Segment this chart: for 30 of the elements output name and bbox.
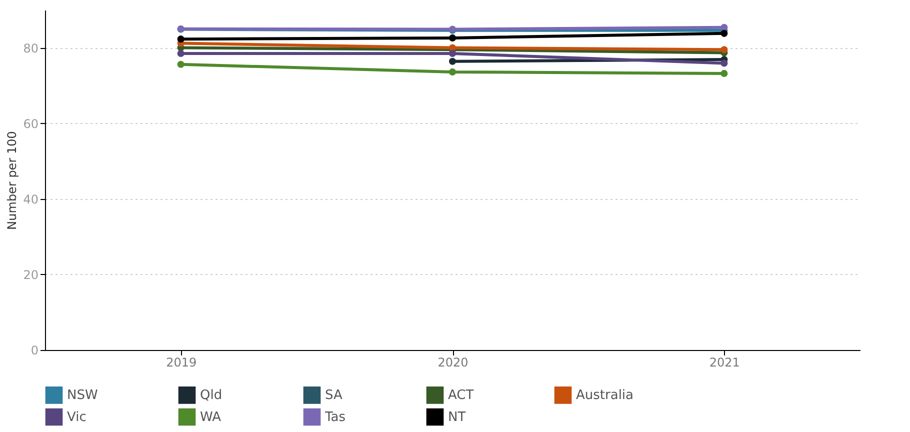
legend-label: SA	[325, 388, 342, 404]
point	[177, 50, 184, 57]
y-tick-label: 0	[30, 344, 38, 358]
y-tick-label: 20	[23, 268, 38, 282]
x-tick-label: 2019	[166, 356, 197, 370]
legend-label: NT	[448, 410, 466, 425]
y-tick-label: 80	[23, 41, 38, 56]
point	[720, 46, 728, 54]
legend-label: Qld	[200, 388, 222, 404]
point	[177, 60, 184, 68]
point	[177, 36, 184, 43]
point	[448, 34, 456, 42]
x-tick-label: 2021	[709, 356, 740, 370]
legend-label: WA	[200, 410, 222, 425]
point	[448, 50, 456, 57]
point	[720, 70, 728, 77]
y-axis-title: Number per 100	[5, 131, 20, 230]
point	[448, 58, 456, 65]
legend-label: NSW	[67, 388, 98, 404]
legend-label: Tas	[324, 410, 346, 425]
point	[720, 30, 728, 37]
legend-label: Australia	[576, 388, 634, 404]
point	[720, 24, 728, 31]
y-tick-label: 60	[23, 116, 38, 131]
legend-label: ACT	[448, 388, 474, 404]
legend-label: Vic	[67, 410, 86, 425]
point	[720, 60, 728, 67]
x-tick-label: 2020	[438, 356, 468, 370]
point	[448, 68, 456, 76]
y-tick-label: 40	[23, 192, 38, 206]
